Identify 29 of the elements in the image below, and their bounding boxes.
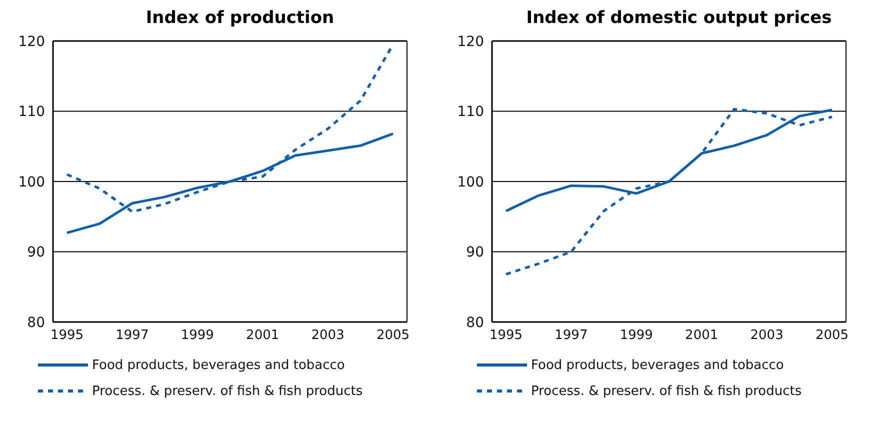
legend-label: Food products, beverages and tobacco xyxy=(92,358,345,372)
y-tick-label: 90 xyxy=(466,244,484,261)
y-tick-label: 100 xyxy=(457,174,484,190)
y-tick-label: 120 xyxy=(18,34,45,50)
x-tick-label: 1999 xyxy=(180,328,214,344)
y-tick-label: 90 xyxy=(27,244,45,261)
y-tick-label: 120 xyxy=(457,34,484,50)
chart-title: Index of production xyxy=(144,8,336,30)
x-tick-label: 2001 xyxy=(685,328,718,344)
x-tick-label: 2003 xyxy=(750,328,784,344)
x-tick-label: 1997 xyxy=(116,328,149,344)
y-tick-label: 110 xyxy=(457,104,484,120)
y-tick-label: 110 xyxy=(18,104,45,120)
legend-label: Food products, beverages and tobacco xyxy=(531,358,784,372)
x-tick-label: 1995 xyxy=(50,328,84,344)
y-tick-label: 80 xyxy=(27,314,45,331)
legend-label: Process. & preserv. of fish & fish products xyxy=(92,384,363,398)
x-tick-label: 1999 xyxy=(620,328,653,344)
x-tick-label: 1995 xyxy=(489,328,523,344)
x-tick-label: 1997 xyxy=(554,328,588,344)
legend-label: Process. & preserv. of fish & fish products xyxy=(531,384,802,398)
y-tick-label: 80 xyxy=(466,314,484,331)
x-tick-label: 2005 xyxy=(815,328,849,344)
x-tick-label: 2005 xyxy=(376,328,410,344)
line-series xyxy=(504,108,834,276)
x-tick-label: 2001 xyxy=(246,328,280,344)
x-tick-label: 2003 xyxy=(311,328,344,344)
y-tick-label: 100 xyxy=(18,174,45,190)
chart-title: Index of domestic output prices xyxy=(525,8,833,30)
